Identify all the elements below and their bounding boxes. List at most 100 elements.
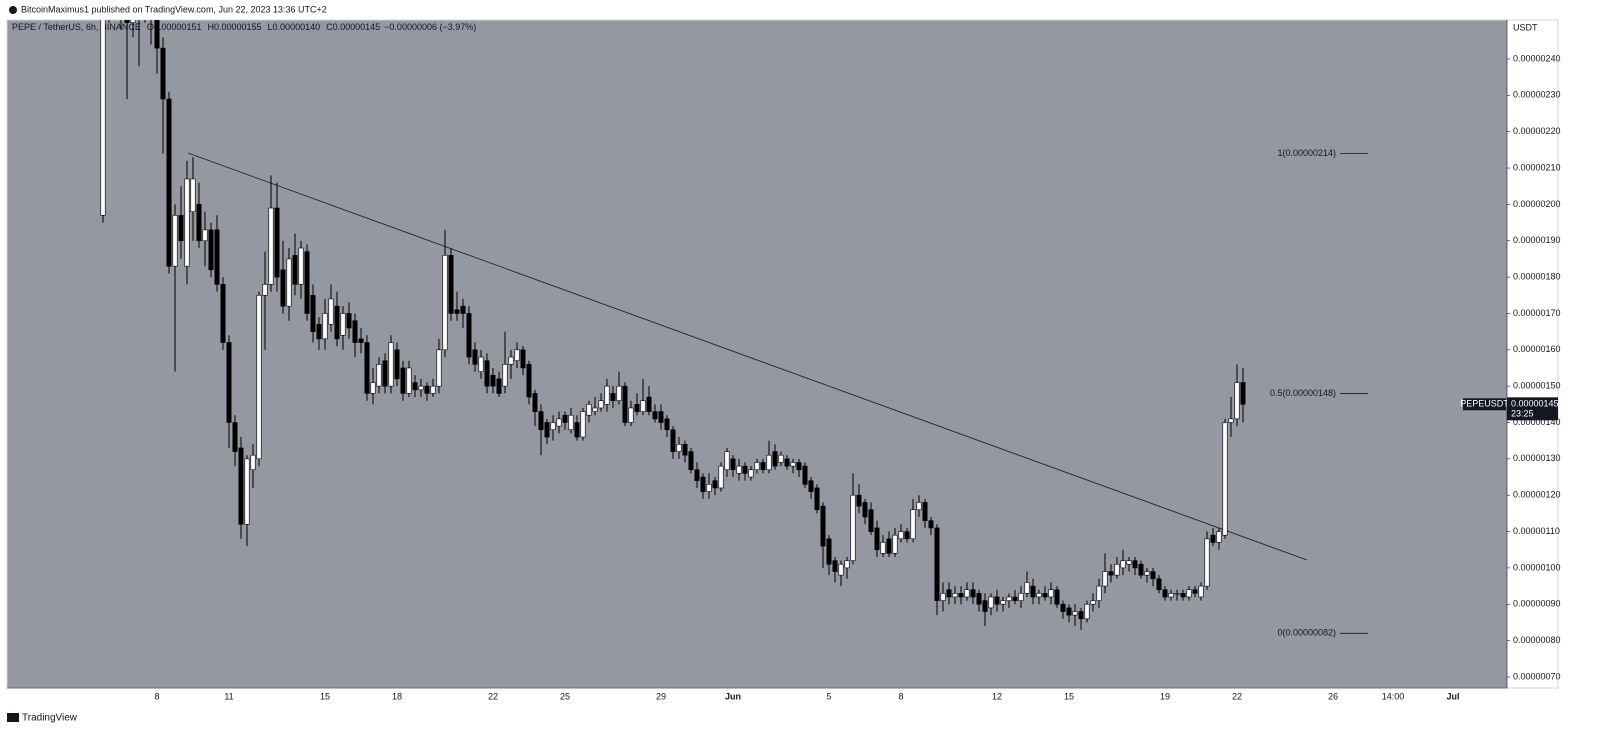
brand-logo [7, 713, 19, 722]
candle-body [1060, 603, 1066, 612]
candle-body [610, 393, 616, 401]
candle-body [676, 444, 682, 452]
legend-key: C [326, 22, 333, 32]
candle-body [838, 563, 844, 576]
candle-body [856, 494, 862, 507]
y-tick-label: 0.00000100 [1513, 562, 1561, 572]
candle-body [598, 400, 604, 409]
candle-body [172, 215, 178, 267]
candle-body [412, 382, 418, 391]
candle-body [1150, 571, 1156, 580]
candle-body [682, 444, 688, 456]
candle-body [784, 458, 790, 467]
candle-body [616, 385, 622, 401]
candle-body [160, 47, 166, 100]
candle-body [232, 422, 238, 452]
candle-body [220, 284, 226, 343]
candle-body [496, 378, 502, 394]
candle-body [502, 364, 508, 387]
candle-body [1096, 585, 1102, 601]
legend-key: L [268, 22, 273, 32]
price-tag-symbol-box [1463, 398, 1506, 411]
candle-body [706, 483, 712, 492]
candle-body [586, 404, 592, 416]
candle-body [1102, 571, 1108, 587]
candle-body [538, 411, 544, 431]
y-tick-label: 0.00000230 [1513, 90, 1561, 100]
candle-body [1144, 571, 1150, 576]
x-tick-label: 14:00 [1382, 691, 1405, 701]
candle-body [322, 313, 328, 340]
candle-body [292, 254, 298, 285]
candle-body [664, 418, 670, 431]
symbol-legend: PEPE / TetherUS, 6h, BINANCE O0.00000151 H… [12, 22, 476, 32]
candle-body [964, 589, 970, 598]
candle-body [520, 349, 526, 369]
y-tick-label: 0.00000150 [1513, 381, 1561, 391]
candle-body [418, 385, 424, 391]
candle-body [238, 447, 244, 525]
legend-value: 0.00000151 [154, 22, 202, 32]
candle-body [508, 356, 514, 365]
candle-body [262, 284, 268, 296]
candle-body [376, 364, 382, 387]
y-tick-label: 0.00000180 [1513, 271, 1561, 281]
candle-body [1162, 589, 1168, 598]
price-tag-symbol: PEPEUSDT [1460, 399, 1509, 409]
candle-body [1138, 563, 1144, 576]
candle-body [628, 407, 634, 423]
y-tick-label: 0.00000130 [1513, 453, 1561, 463]
candle-body [100, 20, 106, 216]
candle-body [928, 520, 934, 529]
candle-body [940, 593, 946, 601]
candle-body [754, 462, 760, 471]
candle-body [832, 560, 838, 572]
publisher[interactable]: BitcoinMaximus1 published on TradingView… [21, 4, 327, 14]
candle-body [526, 364, 532, 398]
candle-body [370, 382, 376, 394]
price-tag-value: 0.00000145 [1511, 399, 1559, 409]
candle-body [580, 411, 586, 438]
candle-body [382, 360, 388, 387]
candle-body [880, 542, 886, 554]
y-tick-label: 0.00000070 [1513, 671, 1561, 681]
y-tick-label: 0.00000190 [1513, 235, 1561, 245]
candle-body [358, 338, 364, 343]
candle-body [400, 367, 406, 394]
candle-body [1234, 382, 1240, 420]
candle-body [850, 494, 856, 561]
candle-body [952, 593, 958, 598]
candle-body [532, 393, 538, 412]
y-tick-label: 0.00000210 [1513, 162, 1561, 172]
candle-body [958, 593, 964, 598]
candle-body [946, 589, 952, 598]
candle-body [478, 356, 484, 372]
candle-body [634, 404, 640, 412]
candle-body [844, 560, 850, 569]
fib-label: 0(0.00000082) [1277, 628, 1336, 638]
candle-body [1048, 589, 1054, 598]
y-tick-label: 0.00000220 [1513, 126, 1561, 136]
y-tick-label: 0.00000200 [1513, 199, 1561, 209]
candle-body [1216, 531, 1222, 543]
candle-body [592, 407, 598, 412]
candle-body [1186, 589, 1192, 598]
avatar-icon [9, 6, 17, 14]
candle-body [712, 480, 718, 489]
candle-body [790, 462, 796, 467]
fib-label: 1(0.00000214) [1277, 148, 1336, 158]
x-tick-label: 25 [560, 691, 570, 701]
y-tick-label: 0.00000140 [1513, 417, 1561, 427]
candle-body [178, 215, 184, 242]
x-tick-label: 22 [488, 691, 498, 701]
legend-key: H [207, 22, 214, 32]
x-tick-label: 12 [992, 691, 1002, 701]
candle-body [1126, 560, 1132, 565]
y-tick-label: 0.00000090 [1513, 599, 1561, 609]
candle-body [460, 305, 466, 314]
candle-body [166, 98, 172, 267]
x-tick-label: 11 [224, 691, 233, 701]
candle-body [646, 396, 652, 412]
candle-body [1222, 422, 1228, 536]
candle-body [910, 509, 916, 540]
